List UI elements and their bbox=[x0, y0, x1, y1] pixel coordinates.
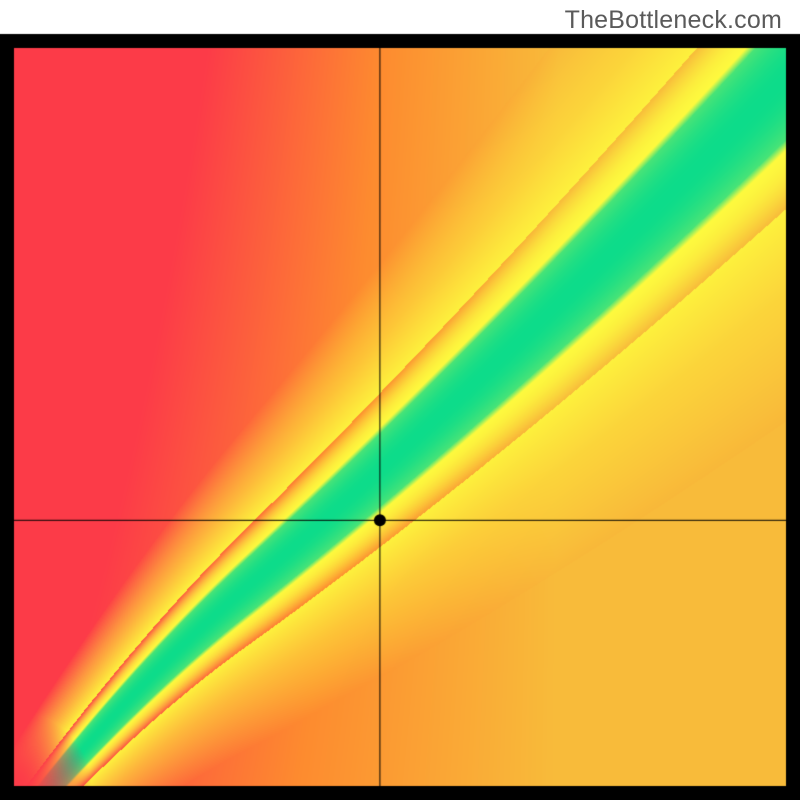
watermark-text: TheBottleneck.com bbox=[565, 6, 782, 35]
chart-container: TheBottleneck.com bbox=[0, 0, 800, 800]
bottleneck-heatmap-canvas bbox=[0, 0, 800, 800]
